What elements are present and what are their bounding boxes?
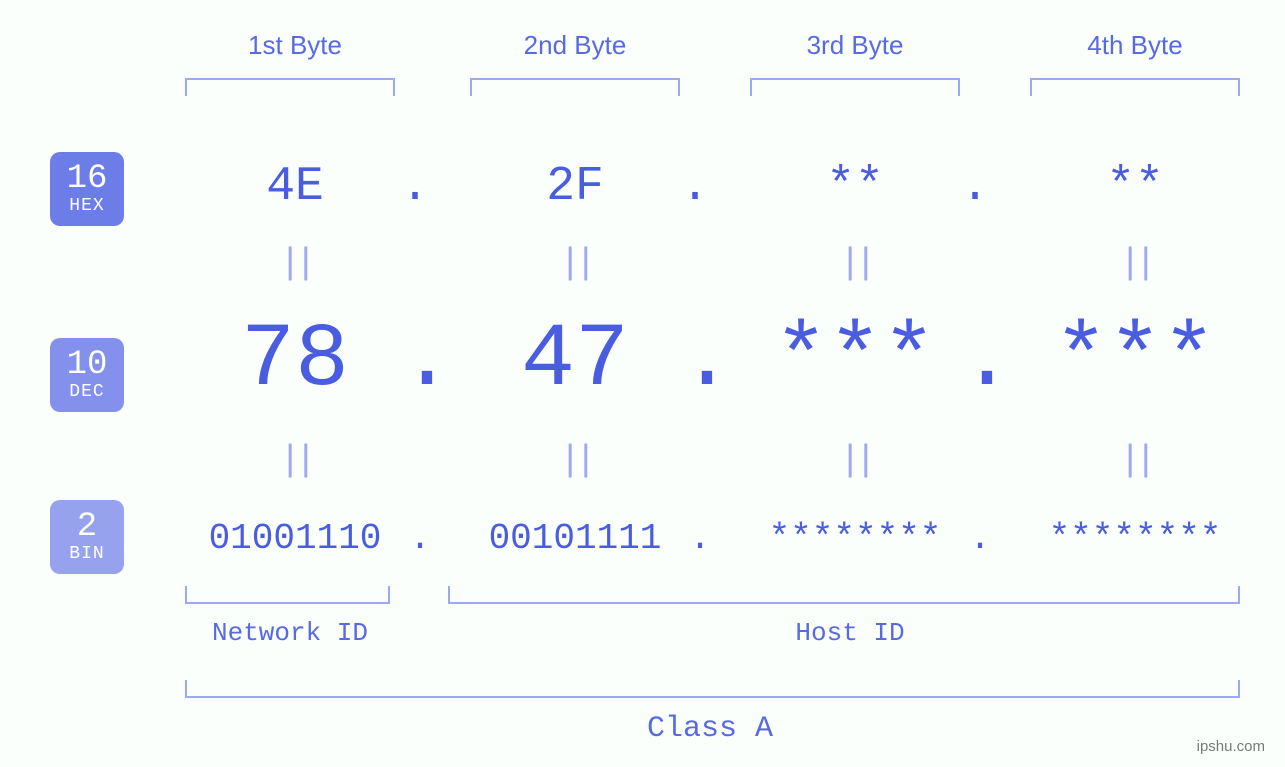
top-bracket-3: [750, 78, 960, 96]
eq-2-1: ||: [170, 440, 420, 481]
top-bracket-2: [470, 78, 680, 96]
badge-bin: 2 BIN: [50, 500, 124, 574]
badge-hex-num: 16: [67, 162, 108, 198]
eq-2-4: ||: [1010, 440, 1260, 481]
bracket-class: [185, 680, 1240, 698]
byte-header-1: 1st Byte: [170, 30, 420, 61]
dec-byte-1: 78: [170, 310, 420, 412]
hex-byte-3: **: [730, 160, 980, 214]
bracket-network: [185, 586, 390, 604]
bin-byte-4: ********: [1010, 518, 1260, 559]
label-network-id: Network ID: [210, 618, 370, 648]
byte-header-4: 4th Byte: [1010, 30, 1260, 61]
hex-byte-2: 2F: [450, 160, 700, 214]
badge-dec-label: DEC: [69, 383, 104, 402]
bin-byte-3: ********: [730, 518, 980, 559]
bin-dot-3: .: [965, 518, 995, 559]
hex-byte-1: 4E: [170, 160, 420, 214]
hex-dot-3: .: [960, 160, 990, 214]
label-class: Class A: [630, 712, 790, 746]
dec-byte-3: ***: [730, 310, 980, 412]
dec-byte-2: 47: [450, 310, 700, 412]
hex-dot-1: .: [400, 160, 430, 214]
bin-byte-2: 00101111: [450, 518, 700, 559]
badge-bin-label: BIN: [69, 545, 104, 564]
watermark: ipshu.com: [1197, 738, 1265, 755]
badge-dec-num: 10: [67, 348, 108, 384]
eq-1-4: ||: [1010, 243, 1260, 284]
label-host-id: Host ID: [780, 618, 920, 648]
bin-dot-1: .: [405, 518, 435, 559]
dec-dot-2: .: [680, 310, 710, 412]
top-bracket-1: [185, 78, 395, 96]
eq-1-1: ||: [170, 243, 420, 284]
top-bracket-4: [1030, 78, 1240, 96]
hex-byte-4: **: [1010, 160, 1260, 214]
eq-2-2: ||: [450, 440, 700, 481]
badge-hex-label: HEX: [69, 197, 104, 216]
bracket-host: [448, 586, 1240, 604]
dec-byte-4: ***: [1010, 310, 1260, 412]
hex-dot-2: .: [680, 160, 710, 214]
badge-bin-num: 2: [77, 510, 97, 546]
badge-dec: 10 DEC: [50, 338, 124, 412]
dec-dot-3: .: [960, 310, 990, 412]
bin-dot-2: .: [685, 518, 715, 559]
eq-2-3: ||: [730, 440, 980, 481]
badge-hex: 16 HEX: [50, 152, 124, 226]
dec-dot-1: .: [400, 310, 430, 412]
byte-header-2: 2nd Byte: [450, 30, 700, 61]
eq-1-2: ||: [450, 243, 700, 284]
bin-byte-1: 01001110: [170, 518, 420, 559]
eq-1-3: ||: [730, 243, 980, 284]
byte-header-3: 3rd Byte: [730, 30, 980, 61]
